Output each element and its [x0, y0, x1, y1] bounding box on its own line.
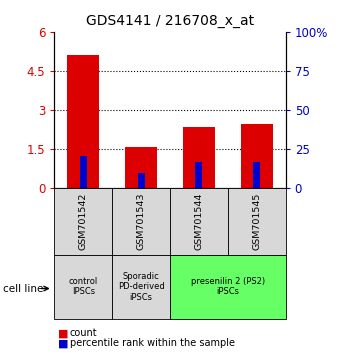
Bar: [138, 173, 144, 188]
Bar: [183, 127, 215, 188]
Bar: [112, 255, 170, 319]
Bar: [195, 162, 202, 188]
Bar: [241, 124, 273, 188]
Text: GSM701545: GSM701545: [252, 193, 261, 250]
Text: ■: ■: [58, 338, 68, 348]
Text: GSM701542: GSM701542: [79, 193, 88, 250]
Text: control
IPSCs: control IPSCs: [69, 277, 98, 296]
Bar: [170, 188, 228, 255]
Text: percentile rank within the sample: percentile rank within the sample: [70, 338, 235, 348]
Title: GDS4141 / 216708_x_at: GDS4141 / 216708_x_at: [86, 14, 254, 28]
Bar: [253, 162, 260, 188]
Text: count: count: [70, 329, 97, 338]
Text: ■: ■: [58, 329, 68, 338]
Text: presenilin 2 (PS2)
iPSCs: presenilin 2 (PS2) iPSCs: [191, 277, 265, 296]
Bar: [54, 255, 112, 319]
Bar: [170, 255, 286, 319]
Bar: [67, 55, 99, 188]
Text: GSM701543: GSM701543: [137, 193, 146, 250]
Bar: [54, 188, 112, 255]
Bar: [228, 188, 286, 255]
Bar: [80, 156, 87, 188]
Text: cell line: cell line: [3, 284, 44, 293]
Bar: [112, 188, 170, 255]
Text: GSM701544: GSM701544: [194, 193, 203, 250]
Text: Sporadic
PD-derived
iPSCs: Sporadic PD-derived iPSCs: [118, 272, 165, 302]
Bar: [125, 147, 157, 188]
